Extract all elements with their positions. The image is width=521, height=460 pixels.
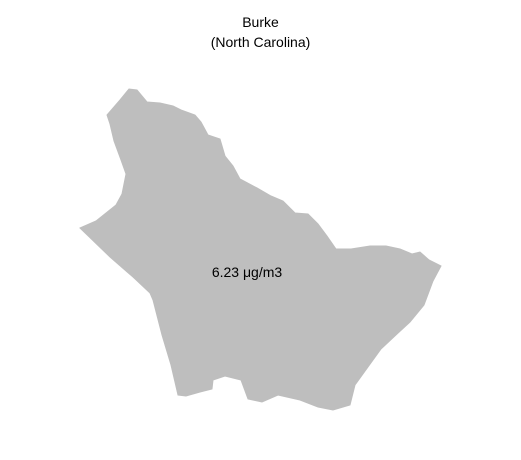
burke-county-region xyxy=(79,88,442,411)
map-title: Burke xyxy=(242,14,279,30)
map-subtitle: (North Carolina) xyxy=(210,34,311,50)
map-title-block: Burke (North Carolina) xyxy=(0,12,521,52)
concentration-value-label: 6.23 μg/m3 xyxy=(211,264,283,280)
